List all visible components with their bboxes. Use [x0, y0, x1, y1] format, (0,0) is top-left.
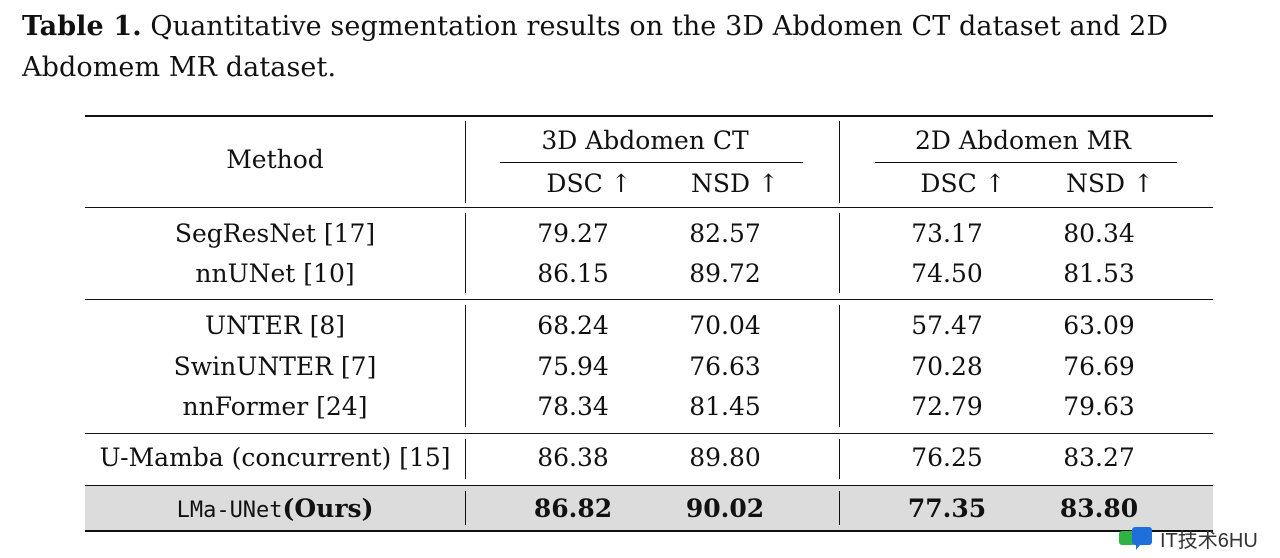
table-cell: 74.50 — [911, 259, 983, 288]
row-method: SwinUNTER [7] — [173, 352, 377, 381]
group-rule-ct — [500, 162, 803, 163]
ours-method-name: LMa-UNet — [176, 498, 283, 523]
row-method: SegResNet [17] — [174, 219, 376, 248]
table-cell: 70.04 — [689, 311, 761, 340]
table-cell: 86.38 — [537, 443, 609, 472]
table-cell: 76.63 — [689, 352, 761, 381]
ours-cell: 90.02 — [685, 494, 765, 523]
ours-cell: 86.82 — [533, 494, 613, 523]
table-cell: 83.27 — [1063, 443, 1135, 472]
metric-header: DSC ↑ — [546, 169, 632, 198]
table-cell: 79.27 — [537, 219, 609, 248]
chat-bubble-icon — [1118, 525, 1154, 551]
row-method: U-Mamba (concurrent) [15] — [99, 443, 451, 472]
section-rule-3 — [85, 485, 1213, 486]
vsep-method — [465, 213, 466, 293]
group-rule-mr — [875, 162, 1177, 163]
table-cell: 76.25 — [911, 443, 983, 472]
table-caption: Table 1. Quantitative segmentation resul… — [22, 6, 1272, 88]
vsep-groups — [839, 305, 840, 427]
table-cell: 57.47 — [911, 311, 983, 340]
vsep-groups — [839, 439, 840, 479]
header-rule — [85, 207, 1213, 208]
section-rule-1 — [85, 299, 1213, 300]
table-cell: 81.53 — [1063, 259, 1135, 288]
table-cell: 75.94 — [537, 352, 609, 381]
watermark: IT技术6HU — [1118, 522, 1258, 554]
ours-cell: 83.80 — [1059, 494, 1139, 523]
watermark-text: IT技术6HU — [1160, 529, 1258, 552]
ours-method: LMa-UNet(Ours) — [177, 494, 374, 526]
section-rule-2 — [85, 433, 1213, 434]
table-cell: 78.34 — [537, 392, 609, 421]
vsep-method — [465, 439, 466, 479]
table-cell: 82.57 — [689, 219, 761, 248]
table-cell: 86.15 — [537, 259, 609, 288]
top-rule — [85, 115, 1213, 117]
caption-label: Table 1. — [22, 11, 142, 42]
row-method: nnFormer [24] — [182, 392, 368, 421]
group-header-ct: 3D Abdomen CT — [541, 126, 749, 155]
vsep-method — [465, 121, 466, 203]
table-cell: 63.09 — [1063, 311, 1135, 340]
caption-text: Quantitative segmentation results on the… — [22, 11, 1169, 83]
vsep-groups — [839, 491, 840, 525]
ours-cell: 77.35 — [907, 494, 987, 523]
ours-row-highlight — [85, 486, 1213, 530]
vsep-method — [465, 305, 466, 427]
metric-header: DSC ↑ — [920, 169, 1006, 198]
bottom-rule — [85, 530, 1213, 532]
table-cell: 73.17 — [911, 219, 983, 248]
row-method: UNTER [8] — [204, 311, 346, 340]
table-cell: 81.45 — [689, 392, 761, 421]
table-cell: 89.80 — [689, 443, 761, 472]
method-header: Method — [226, 145, 324, 174]
vsep-groups — [839, 121, 840, 203]
table-cell: 79.63 — [1063, 392, 1135, 421]
table-cell: 76.69 — [1063, 352, 1135, 381]
ours-method-suffix: (Ours) — [282, 494, 374, 523]
table-cell: 72.79 — [911, 392, 983, 421]
row-method: nnUNet [10] — [195, 259, 355, 288]
vsep-method — [465, 491, 466, 525]
metric-header: NSD ↑ — [691, 169, 779, 198]
group-header-mr: 2D Abdomen MR — [915, 126, 1131, 155]
table-cell: 80.34 — [1063, 219, 1135, 248]
vsep-groups — [839, 213, 840, 293]
metric-header: NSD ↑ — [1066, 169, 1154, 198]
table-cell: 68.24 — [537, 311, 609, 340]
table-cell: 89.72 — [689, 259, 761, 288]
table-cell: 70.28 — [911, 352, 983, 381]
